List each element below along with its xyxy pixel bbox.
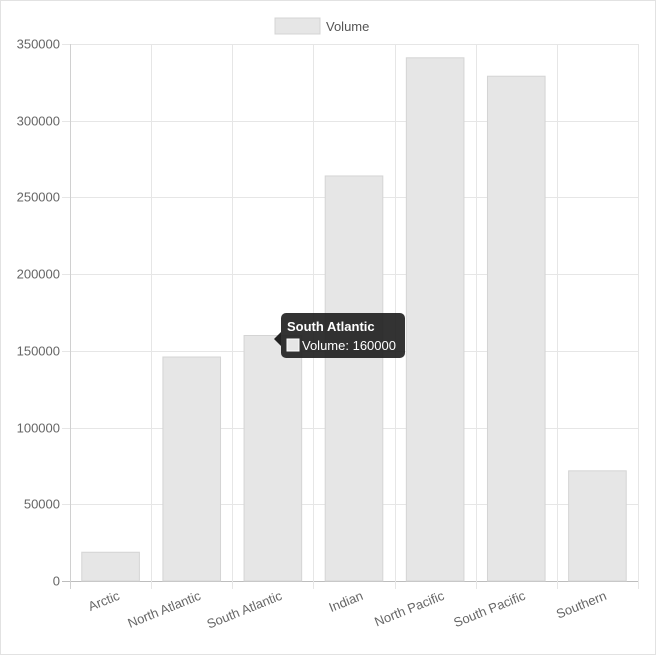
x-tick-label: North Pacific <box>372 588 446 630</box>
tooltip-label: Volume: 160000 <box>302 338 396 353</box>
x-tick-label: South Atlantic <box>205 588 285 632</box>
tooltip-swatch <box>286 338 300 352</box>
bar[interactable] <box>243 335 303 582</box>
bar[interactable] <box>486 75 546 582</box>
y-axis: 0 50000 100000 150000 200000 250000 300000 3500… <box>17 37 60 589</box>
legend-label: Volume <box>326 19 369 34</box>
y-tick-label: 350000 <box>17 37 60 52</box>
y-tick-label: 100000 <box>17 421 60 436</box>
tooltip-box <box>281 313 405 358</box>
bar[interactable] <box>568 470 627 582</box>
y-tick-label: 250000 <box>17 190 60 205</box>
legend-swatch <box>274 17 321 35</box>
y-tick-label: 150000 <box>17 344 60 359</box>
x-tick-label: Arctic <box>86 588 122 614</box>
y-tick-label: 0 <box>53 574 60 589</box>
tooltip: South Atlantic Volume: 160000 <box>274 313 405 358</box>
x-tick-label: North Atlantic <box>126 588 204 631</box>
bar[interactable] <box>324 175 384 582</box>
legend[interactable]: Volume <box>274 17 369 35</box>
x-tick-label: Indian <box>327 588 365 615</box>
x-tick-label: Southern <box>554 588 609 622</box>
bar[interactable] <box>405 57 465 582</box>
tooltip-caret <box>274 332 281 346</box>
bar[interactable] <box>162 356 222 582</box>
tooltip-title: South Atlantic <box>287 319 375 334</box>
y-tick-label: 200000 <box>17 267 60 282</box>
y-tick-label: 300000 <box>17 114 60 129</box>
y-tick-label: 50000 <box>24 497 60 512</box>
bar[interactable] <box>81 551 140 582</box>
bars <box>81 57 627 582</box>
x-axis: Arctic North Atlantic South Atlantic Indian… <box>86 588 609 632</box>
x-tick-label: South Pacific <box>451 588 527 631</box>
